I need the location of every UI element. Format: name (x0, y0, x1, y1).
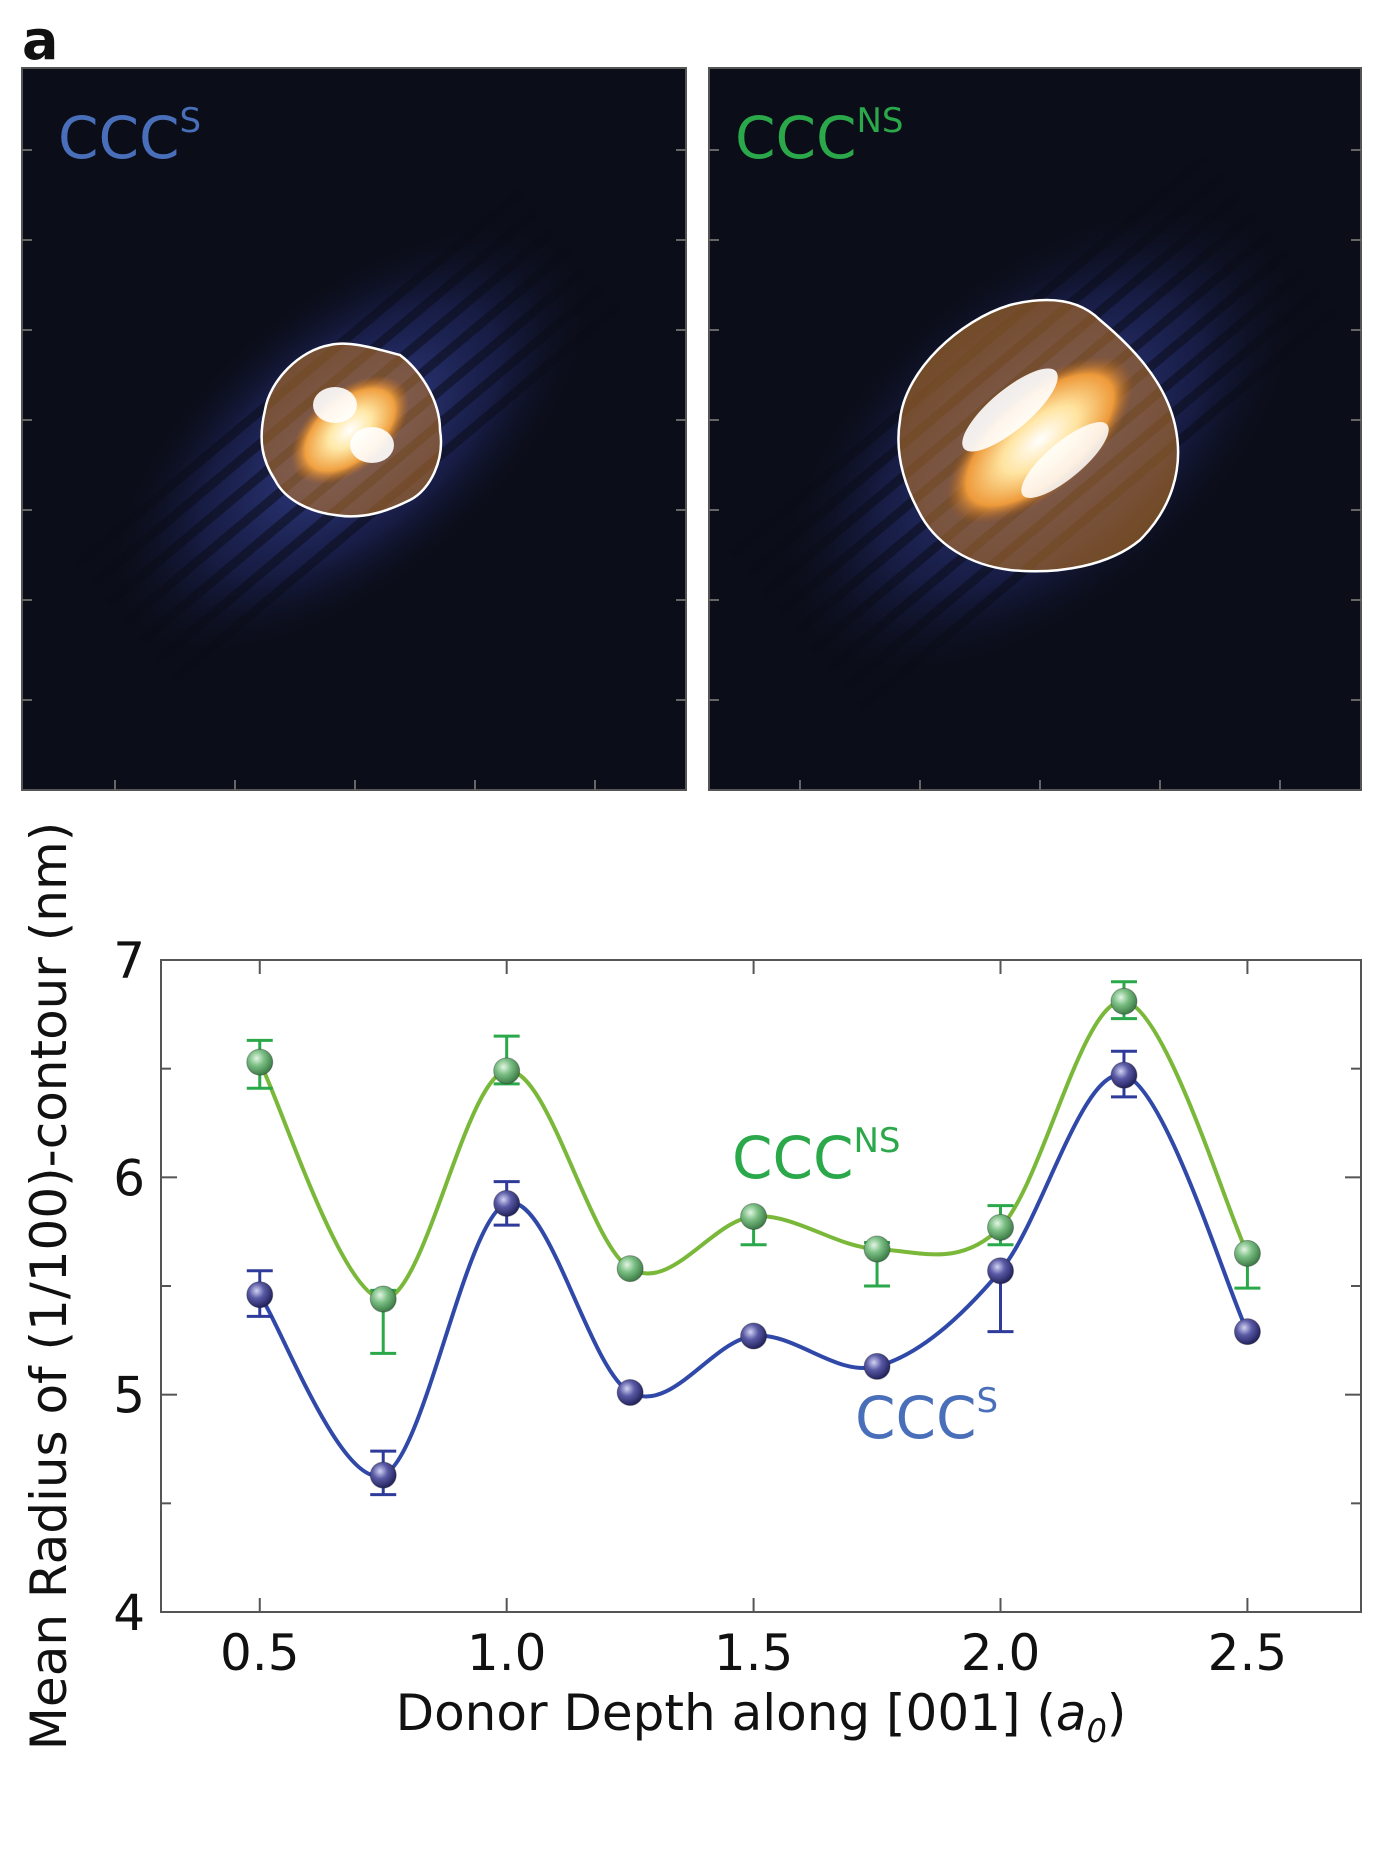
x-axis-title-unit-sub: 0 (1087, 1712, 1107, 1750)
series-ns-point-4 (740, 1202, 768, 1230)
series-ns-point-6 (987, 1213, 1015, 1241)
series-s-point-8 (1233, 1318, 1261, 1346)
image-s-core (290, 375, 410, 485)
series-ns-point-2 (493, 1057, 521, 1085)
series-label-ns-main: CCC (732, 1124, 854, 1192)
series-s-point-6 (987, 1257, 1015, 1285)
x-tick-label-4: 2.5 (1208, 1624, 1288, 1682)
x-tick-label-2: 1.5 (714, 1624, 794, 1682)
y-tick-label-1: 5 (113, 1367, 145, 1425)
series-label-s: CCCS (855, 1381, 998, 1452)
series-ns-point-0 (246, 1048, 274, 1076)
panel-a-letter: a (22, 9, 59, 72)
series-s-point-2 (493, 1189, 521, 1217)
y-tick-label-3: 7 (113, 932, 145, 990)
series-label-s-sup: S (977, 1381, 999, 1421)
series-ns-point-1 (369, 1285, 397, 1313)
x-axis-title: Donor Depth along [001] (a0) (396, 1684, 1127, 1750)
series-s-line (258, 1073, 1250, 1478)
image-ns-core (945, 356, 1135, 524)
series-ns-point-5 (863, 1235, 891, 1263)
x-tick-label-3: 2.0 (961, 1624, 1041, 1682)
axis-ticks (161, 959, 1361, 1613)
series-ns (246, 980, 1261, 1355)
series-layer (246, 980, 1261, 1497)
x-axis-title-close: ) (1107, 1684, 1127, 1742)
series-ns-line (257, 999, 1250, 1302)
series-ns-point-3 (616, 1255, 644, 1283)
image-s-ticks (22, 149, 686, 790)
x-tick-label-0: 0.5 (220, 1624, 300, 1682)
series-label-ns: CCCNS (732, 1121, 901, 1192)
x-tick-labels: 0.5 1.0 1.5 2.0 2.5 (220, 1624, 1287, 1682)
series-ns-point-8 (1233, 1239, 1261, 1267)
series-s-point-5 (863, 1352, 891, 1380)
y-tick-label-2: 6 (113, 1149, 145, 1207)
density-image-s: CCCS (21, 67, 687, 791)
series-ns-point-7 (1110, 987, 1138, 1015)
series-label-ns-sup: NS (854, 1121, 901, 1161)
series-s-point-1 (369, 1461, 397, 1489)
line-chart: 0.5 1.0 1.5 2.0 2.5 4 5 6 7 Donor Depth along [… (20, 822, 1362, 1750)
series-s-point-3 (616, 1378, 644, 1406)
image-s-label-main: CCC (58, 104, 180, 172)
image-ns-ticks (709, 149, 1361, 790)
series-s (246, 1049, 1261, 1497)
x-tick-label-1: 1.0 (467, 1624, 547, 1682)
plot-frame (160, 959, 1362, 1613)
series-s-point-0 (246, 1281, 274, 1309)
image-ns-label-sup: NS (857, 101, 904, 141)
y-axis-title: Mean Radius of (1/100)-contour (nm) (20, 822, 78, 1750)
series-label-s-main: CCC (855, 1384, 977, 1452)
x-axis-title-main: Donor Depth along [001] ( (396, 1684, 1056, 1742)
y-tick-labels: 4 5 6 7 (113, 932, 145, 1642)
image-ns-label-main: CCC (735, 104, 857, 172)
y-tick-label-0: 4 (113, 1584, 145, 1642)
series-s-point-7 (1110, 1061, 1138, 1089)
series-s-point-4 (740, 1322, 768, 1350)
image-s-label-sup: S (180, 101, 202, 141)
density-image-ns: CCCNS (708, 67, 1362, 791)
x-axis-title-unit: a (1056, 1684, 1087, 1742)
image-ns-label: CCCNS (735, 101, 904, 172)
image-s-label: CCCS (58, 101, 201, 172)
